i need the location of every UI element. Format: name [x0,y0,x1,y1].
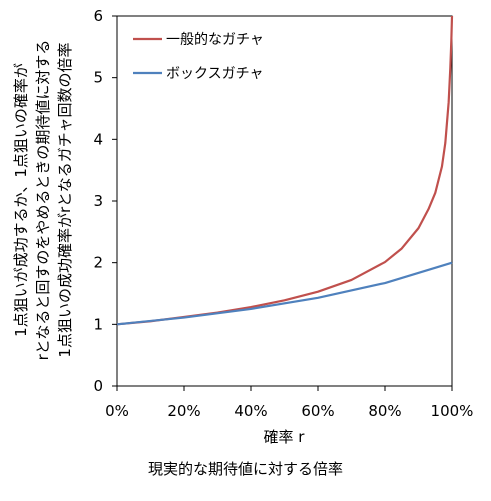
y-axis-label: 1点狙いが成功するか、1点狙いの確率が rとなると回すのをやめるときの期待値に対… [12,40,74,361]
y-axis-label-line-1: 1点狙いが成功するか、1点狙いの確率が [12,63,30,337]
plot-frame [116,15,453,387]
y-tick-label: 1 [93,315,103,333]
y-axis-label-line-2: rとなると回すのをやめるときの期待値に対する [34,40,52,361]
axes: 0% 20% 40% 60% 80% 100% 0 1 2 3 4 5 6 [93,7,473,420]
series-group [116,15,454,326]
y-tick-label: 3 [93,192,103,210]
x-tick-label: 100% [431,402,474,420]
x-tick-label: 20% [167,402,200,420]
series-line-2 [116,261,453,326]
x-axis-label: 確率 r [264,428,306,446]
chart-caption: 現実的な期待値に対する倍率 [147,460,343,478]
x-tick-label: 60% [301,402,334,420]
y-tick-label: 2 [93,254,103,272]
x-tick-label: 40% [234,402,267,420]
y-tick-label: 0 [93,377,103,395]
y-tick-label: 5 [93,69,103,87]
y-tick-label: 6 [93,7,103,25]
y-tick-label: 4 [93,130,103,148]
x-tick-label: 0% [105,402,129,420]
legend-label-2: ボックスガチャ [166,66,263,82]
x-tick-label: 80% [368,402,401,420]
y-axis-label-line-3: 1点狙いの成功確率がrとなるガチャ回数の倍率 [56,42,74,357]
plot-area [116,15,453,387]
legend-label-1: 一般的なガチャ [166,32,264,48]
